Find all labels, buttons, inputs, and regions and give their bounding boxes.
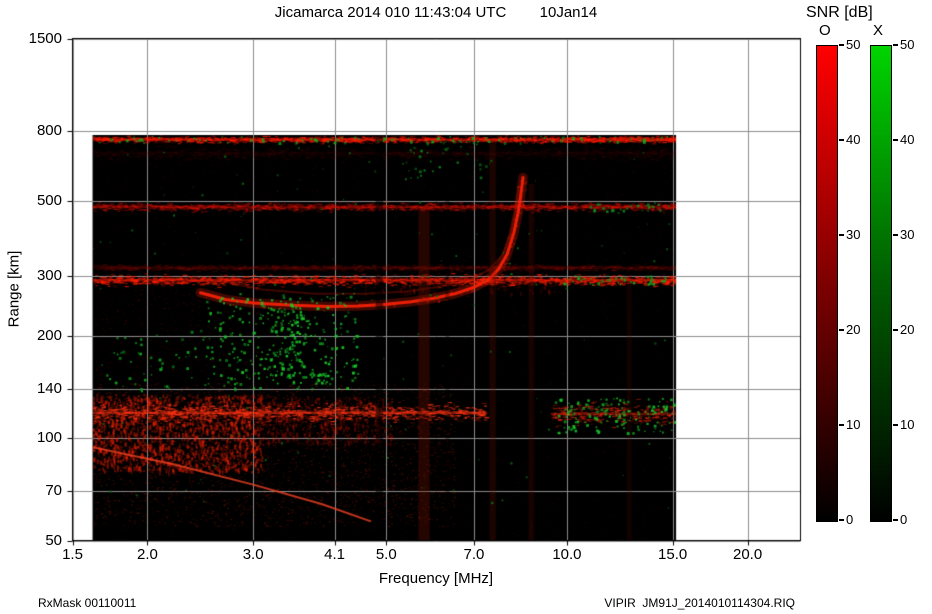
x-tick-label: 3.0 xyxy=(242,546,264,563)
colorbar-o-ticks: 0 10 20 30 40 50 xyxy=(816,37,872,527)
colorbar-tick-mark xyxy=(839,44,844,46)
x-tick-label: 1.5 xyxy=(62,546,83,563)
x-tick-label: 2.0 xyxy=(137,546,158,563)
y-tick-label: 70 xyxy=(45,481,62,499)
colorbar-tick-label: 20 xyxy=(846,322,861,337)
colorbar-o-mode: O 0 10 20 30 40 50 xyxy=(816,22,872,558)
colorbar-tick-label: 50 xyxy=(900,37,915,52)
colorbar-tick-label: 20 xyxy=(900,322,915,337)
colorbar-tick-mark xyxy=(893,329,898,331)
x-tick-label: 10.0 xyxy=(552,546,582,563)
colorbar-tick-label: 30 xyxy=(900,227,915,242)
colorbar-x-mode: X 0 10 20 30 40 50 xyxy=(870,22,926,558)
colorbar-tick-mark xyxy=(893,44,898,46)
colorbar-tick-mark xyxy=(893,234,898,236)
y-tick-label: 300 xyxy=(36,267,62,285)
x-axis-label: Frequency [MHz] xyxy=(378,570,494,587)
x-tick-label: 20.0 xyxy=(732,546,763,563)
colorbar-tick-mark xyxy=(839,329,844,331)
colorbar-tick-mark xyxy=(893,519,898,521)
rxmask-label: RxMask 00110011 xyxy=(38,596,137,610)
colorbar-tick-mark xyxy=(839,424,844,426)
x-tick-label: 5.0 xyxy=(375,546,397,563)
colorbar-tick-label: 0 xyxy=(900,512,908,527)
colorbar-tick-label: 10 xyxy=(846,417,861,432)
colorbar-tick-mark xyxy=(893,424,898,426)
colorbar-x-label: X xyxy=(873,22,884,39)
y-tick-label: 200 xyxy=(36,326,62,344)
colorbar-o-label: O xyxy=(819,22,831,39)
y-tick-label: 50 xyxy=(45,531,62,549)
colorbar-o-gradient xyxy=(816,45,838,522)
x-tick-label: 15.0 xyxy=(658,546,688,563)
y-tick-label: 800 xyxy=(36,122,62,140)
data-file-label: VIPIR JM91J_2014010114304.RIQ xyxy=(604,596,795,610)
y-tick-label: 1500 xyxy=(28,29,62,47)
colorbar-tick-mark xyxy=(839,139,844,141)
y-axis-label: Range [km] xyxy=(5,250,23,328)
y-tick-label: 500 xyxy=(36,191,62,209)
colorbar-tick-label: 10 xyxy=(900,417,915,432)
colorbar-tick-label: 0 xyxy=(846,512,854,527)
colorbar-tick-label: 50 xyxy=(846,37,861,52)
colorbar-x-gradient xyxy=(870,45,892,522)
colorbar-title: SNR [dB] xyxy=(806,4,873,21)
colorbar-tick-label: 40 xyxy=(900,132,915,147)
chart-title: Jicamarca 2014 010 11:43:04 UTC 10Jan14 xyxy=(274,4,598,21)
colorbar-x-ticks: 0 10 20 30 40 50 xyxy=(870,37,926,527)
x-tick-label: 4.1 xyxy=(324,546,345,563)
colorbar-tick-label: 40 xyxy=(846,132,861,147)
x-tick-label: 7.0 xyxy=(463,546,485,563)
y-tick-label: 140 xyxy=(36,379,62,397)
colorbar-tick-mark xyxy=(839,234,844,236)
colorbar-tick-mark xyxy=(893,139,898,141)
colorbar-tick-mark xyxy=(839,519,844,521)
y-tick-label: 100 xyxy=(36,429,62,447)
colorbar-tick-label: 30 xyxy=(846,227,861,242)
